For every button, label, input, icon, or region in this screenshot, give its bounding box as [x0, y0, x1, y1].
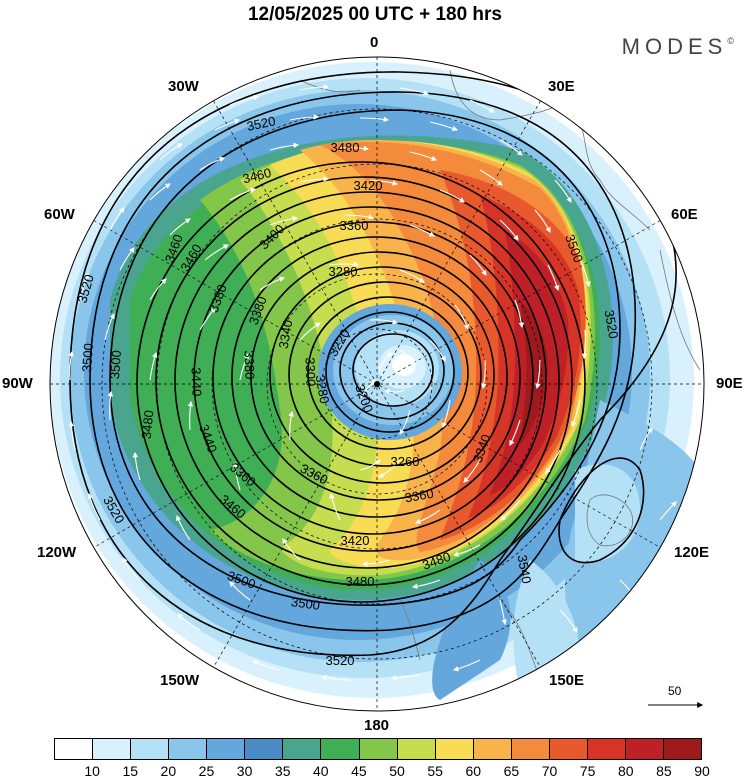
colorbar-swatch: [359, 739, 398, 759]
lon-label-60e: 60E: [671, 206, 698, 223]
colorbar-swatch: [397, 739, 436, 759]
contour-label: 3380: [241, 350, 257, 379]
colorbar-tick-label: 70: [541, 763, 558, 779]
contour-label: 3260: [391, 454, 420, 469]
contour-label: 3480: [139, 409, 157, 439]
lon-label-60w: 60W: [44, 206, 75, 223]
contour-label: 3500: [79, 343, 96, 373]
colorbar-swatch: [55, 739, 94, 759]
colorbar-labels: 10 15 20 25 30 35 40 45 50 55 60 65 70 75 80 85 90: [54, 763, 709, 781]
contour-label: 3540: [515, 554, 535, 585]
colorbar: [54, 738, 702, 760]
colorbar-swatch: [93, 739, 132, 759]
contour-label: 3420: [354, 178, 383, 193]
contour-label: 3460: [241, 165, 273, 187]
reference-arrow-icon: [648, 702, 704, 708]
lon-label-120w: 120W: [37, 544, 77, 561]
colorbar-tick-label: 50: [389, 763, 405, 779]
contour-label: 3520: [602, 309, 622, 340]
brand-name: MODES: [621, 34, 728, 59]
contour-label: 3420: [341, 533, 370, 548]
lon-label-150e: 150E: [549, 672, 585, 689]
colorbar-tick-label: 25: [198, 763, 215, 779]
colorbar-swatch: [664, 739, 702, 759]
colorbar-swatch: [587, 739, 626, 759]
lon-label-90w: 90W: [2, 375, 33, 392]
lon-label-0: 0: [370, 34, 379, 51]
contour-label: 3360: [404, 486, 435, 506]
colorbar-tick-label: 55: [427, 763, 443, 779]
contour-label: 3440: [188, 367, 204, 396]
colorbar-tick-label: 85: [656, 763, 672, 779]
lon-label-30w: 30W: [168, 78, 199, 95]
colorbar-tick-label: 80: [617, 763, 634, 779]
lon-label-180: 180: [364, 717, 390, 734]
colorbar-tick-label: 40: [313, 763, 329, 779]
colorbar-tick-label: 90: [694, 763, 710, 779]
contour-label: 3500: [107, 350, 124, 380]
contour-label: 3500: [290, 594, 321, 613]
colorbar-swatch: [283, 739, 322, 759]
contour-label: 3300: [302, 357, 318, 386]
reference-vector-label: 50: [668, 684, 682, 698]
pole-marker: [374, 381, 380, 387]
colorbar-tick-label: 45: [351, 763, 367, 779]
colorbar-swatch: [435, 739, 474, 759]
colorbar-tick-label: 75: [579, 763, 596, 779]
contour-label: 3280: [329, 264, 358, 279]
chart-title: 12/05/2025 00 UTC + 180 hrs: [247, 4, 503, 25]
wind-vectors: [68, 84, 677, 681]
colorbar-tick-label: 15: [122, 763, 139, 779]
brand-mark: ©: [727, 36, 734, 46]
map-border: [49, 56, 705, 712]
contour-label: 3340: [276, 319, 296, 350]
colorbar-tick-label: 20: [160, 763, 177, 779]
colorbar-swatch: [245, 739, 284, 759]
polar-map: 3520 3480 3460 3420 3360 3280 3220 3200 …: [49, 56, 705, 712]
colorbar-tick-label: 30: [236, 763, 253, 779]
colorbar-swatch: [473, 739, 512, 759]
height-contours: [69, 71, 677, 657]
brand-logo: MODES©: [622, 34, 734, 60]
lon-label-30e: 30E: [548, 78, 575, 95]
lon-label-90e: 90E: [716, 375, 743, 392]
contour-label: 3520: [245, 113, 276, 134]
contour-label: 3360: [340, 218, 369, 233]
lon-label-120e: 120E: [674, 544, 710, 561]
colorbar-tick-label: 65: [503, 763, 520, 779]
colorbar-swatch: [511, 739, 550, 759]
colorbar-swatch: [207, 739, 246, 759]
contour-label: 3520: [326, 653, 355, 668]
colorbar-swatch: [625, 739, 664, 759]
contour-label: 3480: [346, 574, 375, 589]
colorbar-swatch: [131, 739, 170, 759]
colorbar-swatch: [321, 739, 360, 759]
contour-label: 3480: [331, 140, 360, 155]
colorbar-swatch: [549, 739, 588, 759]
lon-label-150w: 150W: [160, 672, 200, 689]
colorbar-swatch: [169, 739, 208, 759]
reference-vector: 50: [648, 684, 708, 714]
colorbar-tick-label: 35: [274, 763, 291, 779]
contour-label: 3280: [313, 374, 333, 405]
colorbar-tick-label: 10: [84, 763, 100, 779]
colorbar-tick-label: 60: [465, 763, 482, 779]
